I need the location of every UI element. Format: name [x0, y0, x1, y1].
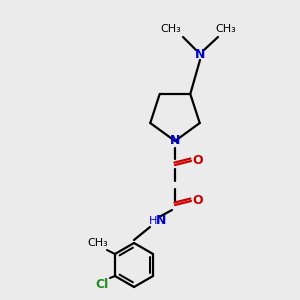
Text: N: N	[156, 214, 166, 227]
Text: N: N	[195, 49, 205, 62]
Text: H: H	[149, 216, 157, 226]
Text: Cl: Cl	[95, 278, 109, 290]
Text: O: O	[193, 154, 203, 167]
Text: O: O	[193, 194, 203, 208]
Text: CH₃: CH₃	[216, 24, 236, 34]
Text: N: N	[170, 134, 180, 148]
Text: CH₃: CH₃	[160, 24, 182, 34]
Text: CH₃: CH₃	[88, 238, 108, 248]
